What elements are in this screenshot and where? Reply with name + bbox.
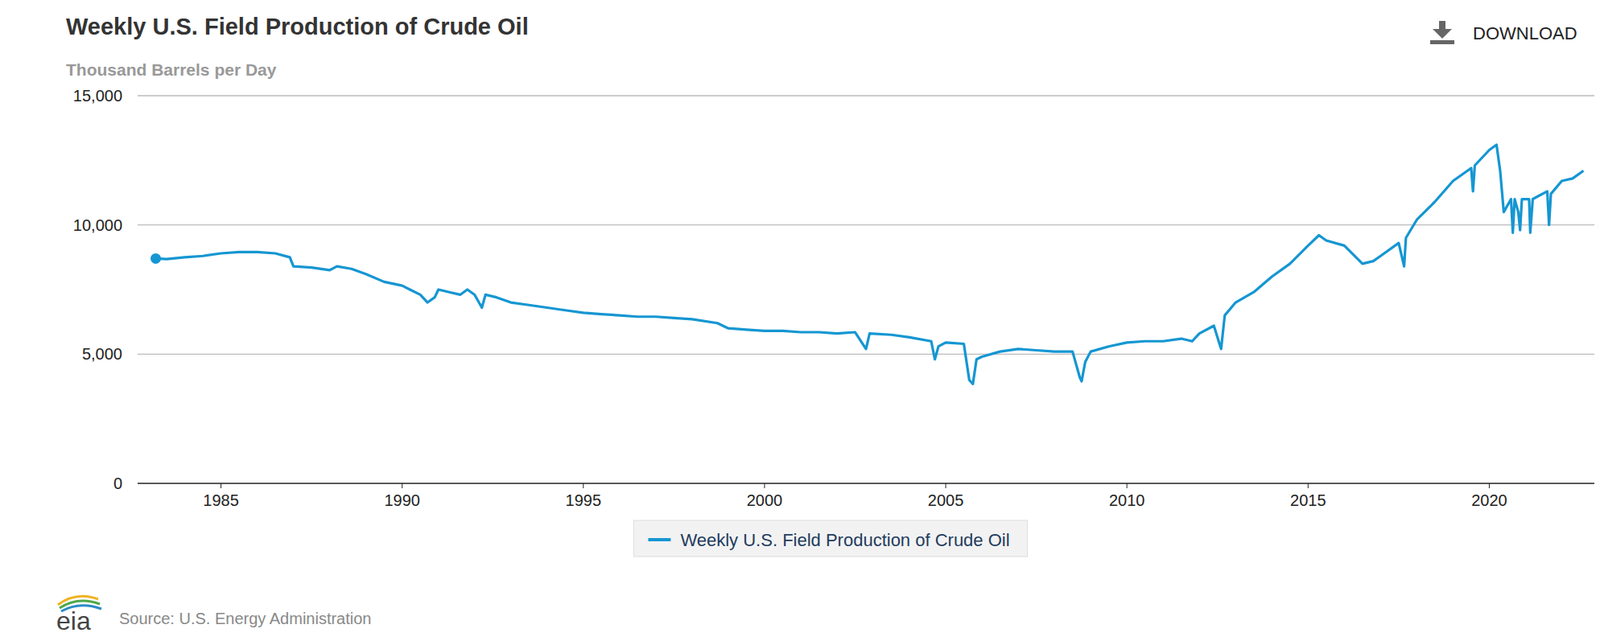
legend-label: Weekly U.S. Field Production of Crude Oi… [680,530,1010,551]
y-tick-label: 10,000 [73,216,123,235]
x-tick [220,483,222,489]
x-tick-label: 2015 [1290,491,1327,510]
x-tick-label: 1995 [565,491,603,510]
grid-line [137,354,1595,355]
download-icon [1430,40,1455,45]
x-tick [1307,483,1309,489]
source: Source: U.S. Energy Administration [119,610,372,628]
x-tick-label: 1985 [202,491,240,510]
grid-line [137,94,1595,96]
series-line [156,144,1584,384]
x-tick [763,483,765,489]
legend-box [633,520,1027,557]
x-tick [1488,483,1490,489]
x-tick [582,483,584,489]
legend: Weekly U.S. Field Production of Crude Oi… [647,530,1010,551]
x-tick [1126,483,1128,489]
subtitle: Thousand Barrels per Day [65,60,277,79]
x-tick-label: 2000 [746,491,784,510]
x-axis-line [137,482,1595,485]
point-marker [150,253,161,264]
x-tick-label: 2005 [927,491,965,510]
download-button[interactable]: DOWNLOAD [1430,20,1578,45]
y-tick-label: 0 [113,474,123,493]
y-tick-label: 5,000 [82,345,123,363]
grid-line [137,224,1595,226]
x-tick [401,483,403,489]
download-label[interactable]: DOWNLOAD [1472,23,1578,44]
logo: eia [56,606,91,636]
x-tick-label: 2020 [1471,491,1508,510]
plot-area [150,144,1584,384]
x-tick-label: 2010 [1109,491,1146,510]
legend-swatch [647,538,671,542]
download-icon [1432,28,1452,39]
title: Weekly U.S. Field Production of Crude Oi… [65,13,529,40]
chart: Weekly U.S. Field Production of Crude Oi… [0,0,1600,637]
y-tick-label: 15,000 [73,86,123,105]
x-tick-label: 1990 [383,491,421,510]
x-tick [945,483,947,489]
